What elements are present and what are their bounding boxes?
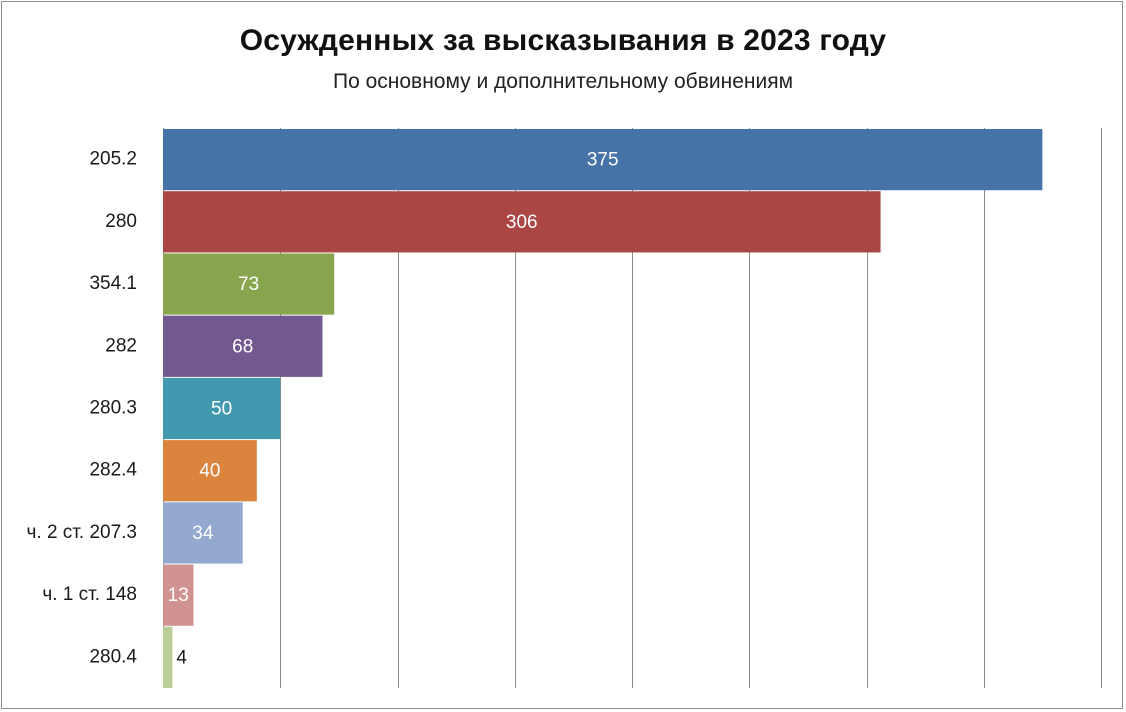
category-label: 205.2 xyxy=(89,149,137,170)
category-labels: 205.2 280 354.1 282 280.3 282.4 ч. 2 ст. 207.3… xyxy=(26,149,137,668)
bar xyxy=(163,315,323,377)
data-labels: 375 306 73 68 50 40 34 13 4 xyxy=(168,150,619,669)
bar xyxy=(163,440,257,502)
data-label: 34 xyxy=(192,523,214,544)
bar xyxy=(163,377,281,440)
data-label: 306 xyxy=(506,212,538,233)
chart-title: Осужденных за высказывания в 2023 году xyxy=(239,24,887,57)
data-label: 68 xyxy=(232,336,253,357)
data-label: 50 xyxy=(211,399,232,420)
data-label: 40 xyxy=(199,461,220,482)
data-label: 4 xyxy=(176,647,187,668)
bar xyxy=(163,191,881,253)
category-label: 282 xyxy=(105,335,137,356)
data-label: 375 xyxy=(587,150,619,171)
bar xyxy=(163,564,194,626)
bars xyxy=(163,129,1043,688)
category-label: ч. 1 ст. 148 xyxy=(42,584,137,605)
category-label: 280.3 xyxy=(89,398,137,419)
data-label: 13 xyxy=(168,585,189,606)
bar xyxy=(163,626,173,688)
bar xyxy=(163,253,335,315)
category-label: 280.4 xyxy=(89,646,137,667)
category-label: 280 xyxy=(105,211,137,232)
data-label: 73 xyxy=(238,274,259,295)
chart-subtitle: По основному и дополнительному обвинения… xyxy=(332,70,794,93)
bar xyxy=(163,502,243,564)
bar xyxy=(163,129,1043,191)
category-label: 282.4 xyxy=(89,460,137,481)
category-label: 354.1 xyxy=(89,273,137,294)
category-label: ч. 2 ст. 207.3 xyxy=(26,522,137,543)
